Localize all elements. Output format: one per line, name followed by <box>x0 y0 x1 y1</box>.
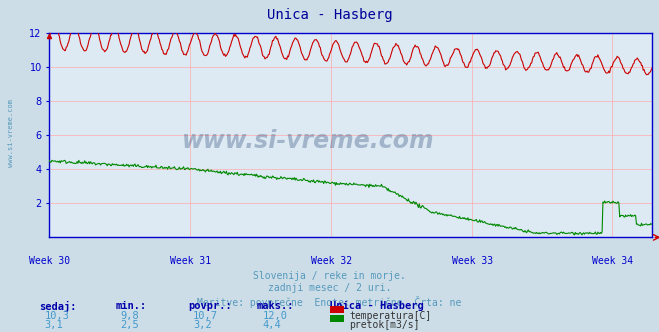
Text: Unica - Hasberg: Unica - Hasberg <box>267 8 392 22</box>
Text: Week 33: Week 33 <box>451 256 493 266</box>
Text: www.si-vreme.com: www.si-vreme.com <box>8 99 14 167</box>
Text: temperatura[C]: temperatura[C] <box>349 311 432 321</box>
Text: pretok[m3/s]: pretok[m3/s] <box>349 320 420 330</box>
Text: sedaj:: sedaj: <box>40 301 77 312</box>
Text: 3,2: 3,2 <box>193 320 212 330</box>
Text: Unica - Hasberg: Unica - Hasberg <box>330 301 423 311</box>
Text: Week 30: Week 30 <box>29 256 70 266</box>
Text: min.:: min.: <box>115 301 146 311</box>
Text: Week 32: Week 32 <box>310 256 352 266</box>
Text: maks.:: maks.: <box>257 301 295 311</box>
Text: 4,4: 4,4 <box>262 320 281 330</box>
Text: 12,0: 12,0 <box>262 311 287 321</box>
Text: 10,3: 10,3 <box>45 311 70 321</box>
Text: 3,1: 3,1 <box>45 320 63 330</box>
Text: 9,8: 9,8 <box>121 311 139 321</box>
Text: Meritve: povprečne  Enote: metrične  Črta: ne: Meritve: povprečne Enote: metrične Črta:… <box>197 296 462 308</box>
Text: povpr.:: povpr.: <box>188 301 231 311</box>
Text: www.si-vreme.com: www.si-vreme.com <box>183 129 435 153</box>
Text: Week 31: Week 31 <box>170 256 211 266</box>
Text: 10,7: 10,7 <box>193 311 218 321</box>
Text: Slovenija / reke in morje.: Slovenija / reke in morje. <box>253 271 406 281</box>
Text: Week 34: Week 34 <box>592 256 633 266</box>
Text: zadnji mesec / 2 uri.: zadnji mesec / 2 uri. <box>268 283 391 293</box>
Text: 2,5: 2,5 <box>121 320 139 330</box>
